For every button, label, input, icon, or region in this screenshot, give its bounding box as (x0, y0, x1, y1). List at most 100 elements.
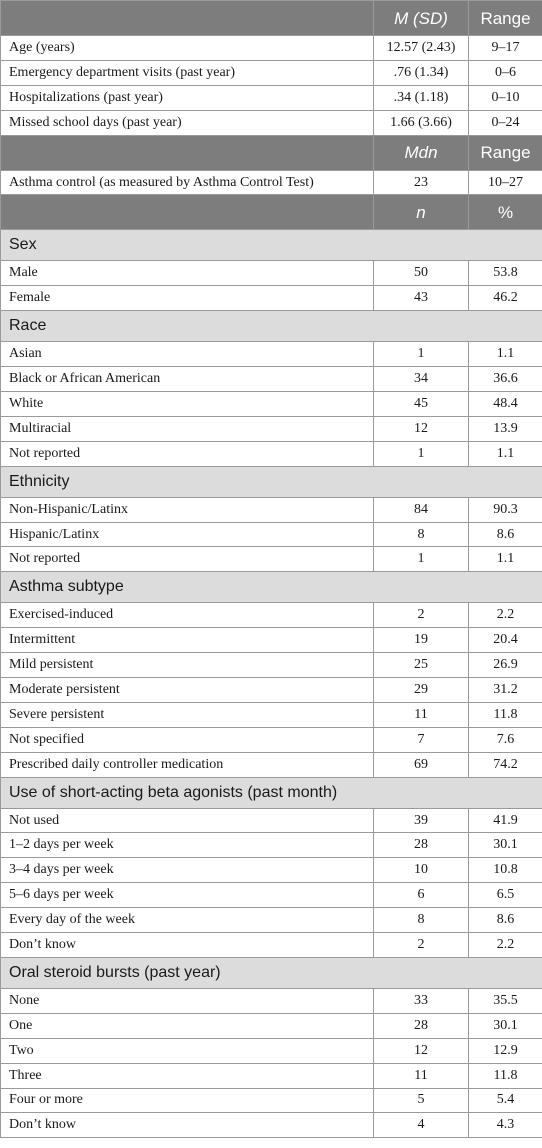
row-range: 9–17 (468, 35, 542, 61)
row-value: 84 (373, 496, 469, 523)
row-value: 12 (373, 1037, 469, 1064)
row-value: .76 (1.34) (373, 59, 469, 86)
row-label: Age (years) (0, 35, 374, 61)
row-range: 46.2 (468, 285, 542, 312)
row-label: Hispanic/Latinx (0, 521, 374, 548)
section-header-row: Use of short-acting beta agonists (past … (0, 776, 542, 809)
row-range: 8.6 (468, 907, 542, 934)
row-value: 8 (373, 521, 469, 548)
table-row: White 45 48.4 (0, 391, 542, 417)
row-range: 0–6 (468, 59, 542, 86)
row-label: Mild persistent (0, 652, 374, 679)
header-stat-cell: M (SD) (373, 0, 469, 36)
row-label: One (0, 1012, 374, 1039)
row-range: 41.9 (468, 807, 542, 834)
row-label: Female (0, 285, 374, 312)
row-label: Don’t know (0, 932, 374, 958)
table-row: Intermittent 19 20.4 (0, 627, 542, 654)
row-label: White (0, 391, 374, 417)
row-range: 2.2 (468, 932, 542, 958)
row-range: 12.9 (468, 1037, 542, 1064)
row-value: 12 (373, 415, 469, 442)
row-value: 2 (373, 932, 469, 958)
row-range: 0–24 (468, 109, 542, 136)
row-value: 43 (373, 285, 469, 312)
row-value: 19 (373, 627, 469, 654)
row-range: 1.1 (468, 341, 542, 368)
table-row: Moderate persistent 29 31.2 (0, 677, 542, 703)
table-row: Not reported 1 1.1 (0, 440, 542, 467)
row-value: 11 (373, 701, 469, 728)
column-header-row: Mdn Range (0, 134, 542, 171)
table-row: Non-Hispanic/Latinx 84 90.3 (0, 496, 542, 523)
section-title: Ethnicity (0, 465, 542, 498)
row-label: Male (0, 260, 374, 287)
section-header-row: Ethnicity (0, 465, 542, 498)
section-title: Use of short-acting beta agonists (past … (0, 776, 542, 809)
row-range: 36.6 (468, 366, 542, 393)
table-row: Multiracial 12 13.9 (0, 415, 542, 442)
row-label: Every day of the week (0, 907, 374, 934)
row-value: 10 (373, 857, 469, 884)
row-range: 6.5 (468, 882, 542, 909)
row-value: 1.66 (3.66) (373, 109, 469, 136)
row-range: 48.4 (468, 391, 542, 417)
row-label: 3–4 days per week (0, 857, 374, 884)
row-value: 1 (373, 440, 469, 467)
table-row: Every day of the week 8 8.6 (0, 907, 542, 934)
table-row: Emergency department visits (past year).… (0, 59, 542, 86)
row-label: Not used (0, 807, 374, 834)
section-title: Sex (0, 229, 542, 262)
table-row: Three 11 11.8 (0, 1062, 542, 1089)
table-row: Age (years) 12.57 (2.43) 9–17 (0, 35, 542, 61)
row-range: 10.8 (468, 857, 542, 884)
table-row: Asian 1 1.1 (0, 341, 542, 368)
row-range: 8.6 (468, 521, 542, 548)
row-range: 1.1 (468, 440, 542, 467)
row-value: 34 (373, 366, 469, 393)
row-value: .34 (1.18) (373, 84, 469, 111)
row-label: Severe persistent (0, 701, 374, 728)
row-label: Not reported (0, 546, 374, 573)
row-label: Two (0, 1037, 374, 1064)
header-blank-cell (0, 134, 374, 171)
row-range: 11.8 (468, 1062, 542, 1089)
row-range: 20.4 (468, 627, 542, 654)
row-label: Multiracial (0, 415, 374, 442)
table-row: One 28 30.1 (0, 1012, 542, 1039)
row-range: 13.9 (468, 415, 542, 442)
row-label: Non-Hispanic/Latinx (0, 496, 374, 523)
table-row: 5–6 days per week 6 6.5 (0, 882, 542, 909)
table-row: Prescribed daily controller medication 69… (0, 751, 542, 778)
row-value: 5 (373, 1087, 469, 1114)
row-value: 7 (373, 726, 469, 753)
row-label: Emergency department visits (past year) (0, 59, 374, 86)
row-value: 39 (373, 807, 469, 834)
row-label: Prescribed daily controller medication (0, 751, 374, 778)
row-value: 1 (373, 341, 469, 368)
header-stat-cell: Mdn (373, 134, 469, 171)
row-label: Moderate persistent (0, 677, 374, 703)
row-value: 4 (373, 1112, 469, 1139)
row-label: Not specified (0, 726, 374, 753)
section-header-row: Sex (0, 229, 542, 262)
table-row: Exercised-induced 2 2.2 (0, 602, 542, 629)
row-label: Four or more (0, 1087, 374, 1114)
row-label: Not reported (0, 440, 374, 467)
table-row: Not reported 1 1.1 (0, 546, 542, 573)
table-row: Not used 39 41.9 (0, 807, 542, 834)
column-header-row: n% (0, 194, 542, 231)
section-header-row: Oral steroid bursts (past year) (0, 956, 542, 989)
header-blank-cell (0, 0, 374, 36)
row-value: 11 (373, 1062, 469, 1089)
header-range-cell: % (468, 194, 542, 231)
header-blank-cell (0, 194, 374, 231)
row-label: Black or African American (0, 366, 374, 393)
row-range: 53.8 (468, 260, 542, 287)
row-range: 30.1 (468, 1012, 542, 1039)
row-value: 28 (373, 1012, 469, 1039)
row-label: None (0, 987, 374, 1014)
section-title: Oral steroid bursts (past year) (0, 956, 542, 989)
row-label: 1–2 days per week (0, 832, 374, 859)
row-value: 6 (373, 882, 469, 909)
